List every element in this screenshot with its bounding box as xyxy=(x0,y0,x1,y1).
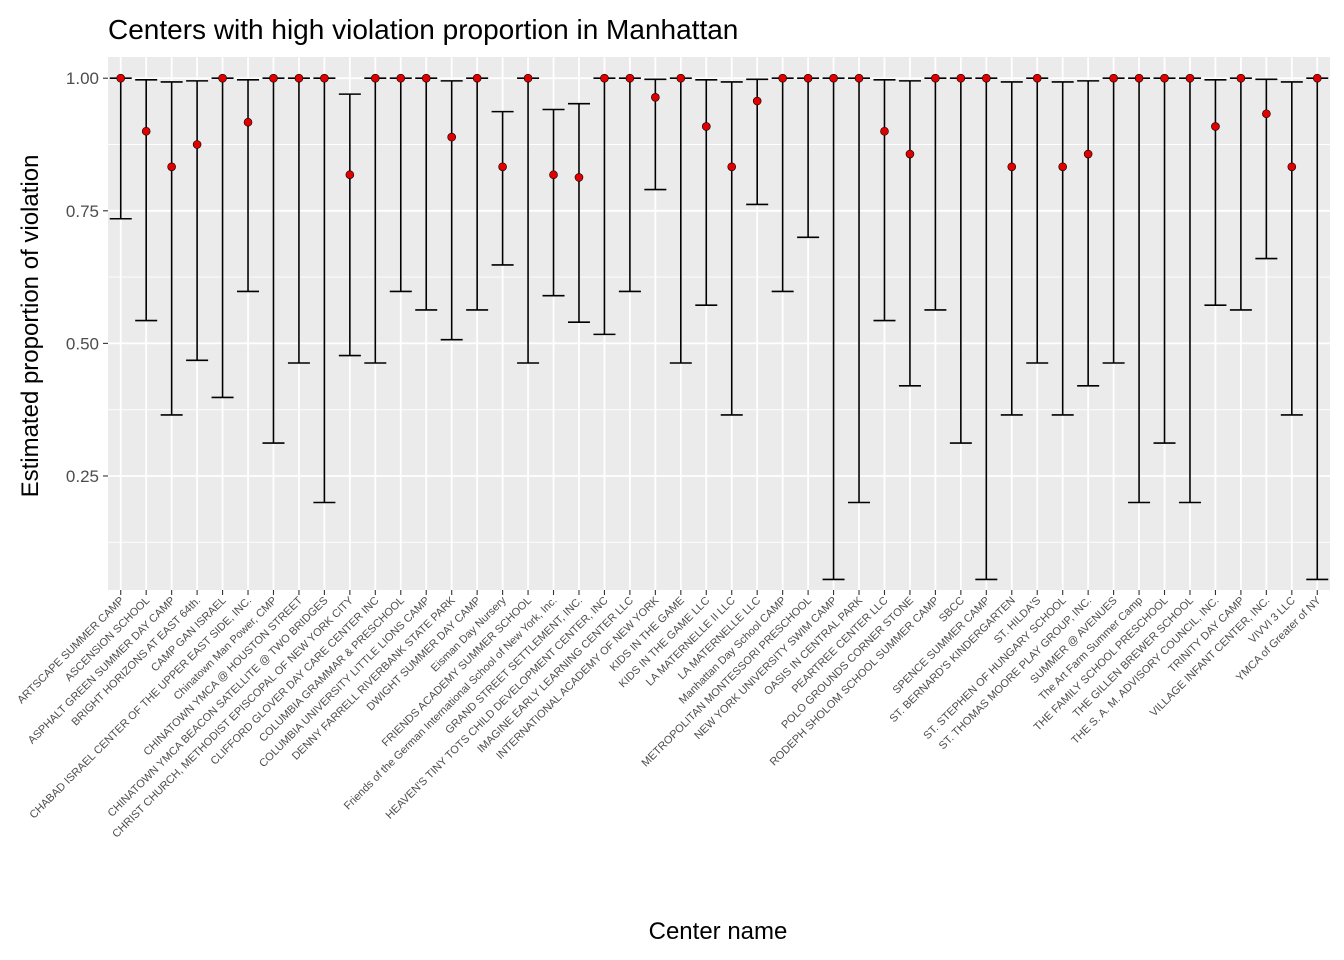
estimate-point xyxy=(167,162,176,172)
error-bar xyxy=(873,79,896,322)
estimate-point xyxy=(218,73,227,83)
error-bar xyxy=(440,80,463,341)
estimate-point xyxy=(778,73,787,83)
estimate-point xyxy=(498,162,507,172)
error-bar xyxy=(720,81,743,416)
error-bar xyxy=(1077,80,1100,387)
estimate-point xyxy=(371,73,380,83)
error-bar xyxy=(1204,79,1227,307)
estimate-point xyxy=(345,170,355,180)
estimate-point xyxy=(1083,149,1093,159)
estimate-point xyxy=(854,73,864,83)
estimate-point xyxy=(727,162,737,172)
error-bar xyxy=(491,110,514,266)
estimate-point xyxy=(1262,109,1271,119)
estimate-point xyxy=(931,73,940,83)
estimate-point xyxy=(1185,73,1195,83)
estimate-point xyxy=(1032,73,1042,83)
error-bar xyxy=(135,79,158,322)
estimate-point xyxy=(472,73,482,83)
estimate-point xyxy=(982,73,991,83)
estimate-point xyxy=(116,73,126,83)
estimate-point xyxy=(1287,162,1297,172)
estimate-point xyxy=(956,73,966,83)
estimate-point xyxy=(651,93,660,102)
estimate-point xyxy=(701,122,711,131)
error-bar xyxy=(160,81,183,416)
estimate-point xyxy=(523,73,533,83)
estimate-point xyxy=(829,73,838,83)
chart-title: Centers with high violation proportion i… xyxy=(108,14,738,45)
estimate-point xyxy=(447,132,456,142)
estimate-point xyxy=(1058,162,1067,172)
error-bar xyxy=(1280,81,1303,416)
x-axis-title: Center name xyxy=(649,918,788,945)
estimate-point xyxy=(294,73,304,83)
estimate-point xyxy=(1312,73,1322,83)
y-tick-label: 1.00 xyxy=(66,69,99,88)
error-bar xyxy=(186,80,209,362)
estimate-point xyxy=(320,73,329,83)
estimate-point xyxy=(1109,73,1118,83)
estimate-point xyxy=(192,140,202,149)
error-bar xyxy=(695,79,718,307)
error-bar xyxy=(898,80,921,387)
estimate-point xyxy=(549,170,558,180)
estimate-point xyxy=(141,126,151,136)
estimate-point xyxy=(880,126,889,136)
plot-panel xyxy=(108,57,1330,590)
error-bar xyxy=(1051,81,1074,416)
estimate-point xyxy=(1134,73,1144,83)
estimate-point xyxy=(269,73,278,83)
estimate-point xyxy=(1007,162,1017,172)
estimate-point xyxy=(803,73,813,83)
error-bar xyxy=(237,79,260,293)
estimate-point xyxy=(752,96,762,106)
estimate-point xyxy=(676,73,686,83)
y-tick-label: 0.50 xyxy=(66,334,99,353)
estimate-point xyxy=(1236,73,1246,83)
estimate-point xyxy=(574,173,584,182)
error-bar xyxy=(1000,81,1023,416)
y-tick-label: 0.25 xyxy=(66,467,99,486)
error-bar xyxy=(542,108,565,297)
error-bar xyxy=(338,93,361,357)
error-bar xyxy=(567,102,590,323)
estimate-point xyxy=(243,117,253,127)
y-tick-label: 0.75 xyxy=(66,202,99,221)
estimate-point xyxy=(421,73,431,83)
estimate-point xyxy=(396,73,406,83)
error-bar xyxy=(1255,78,1278,260)
y-axis-title: Estimated proportion of violation xyxy=(17,155,44,498)
estimate-point xyxy=(1211,122,1220,131)
estimate-point xyxy=(600,73,609,83)
estimate-point xyxy=(625,73,635,83)
estimate-point xyxy=(905,149,915,159)
estimate-point xyxy=(1160,73,1169,83)
